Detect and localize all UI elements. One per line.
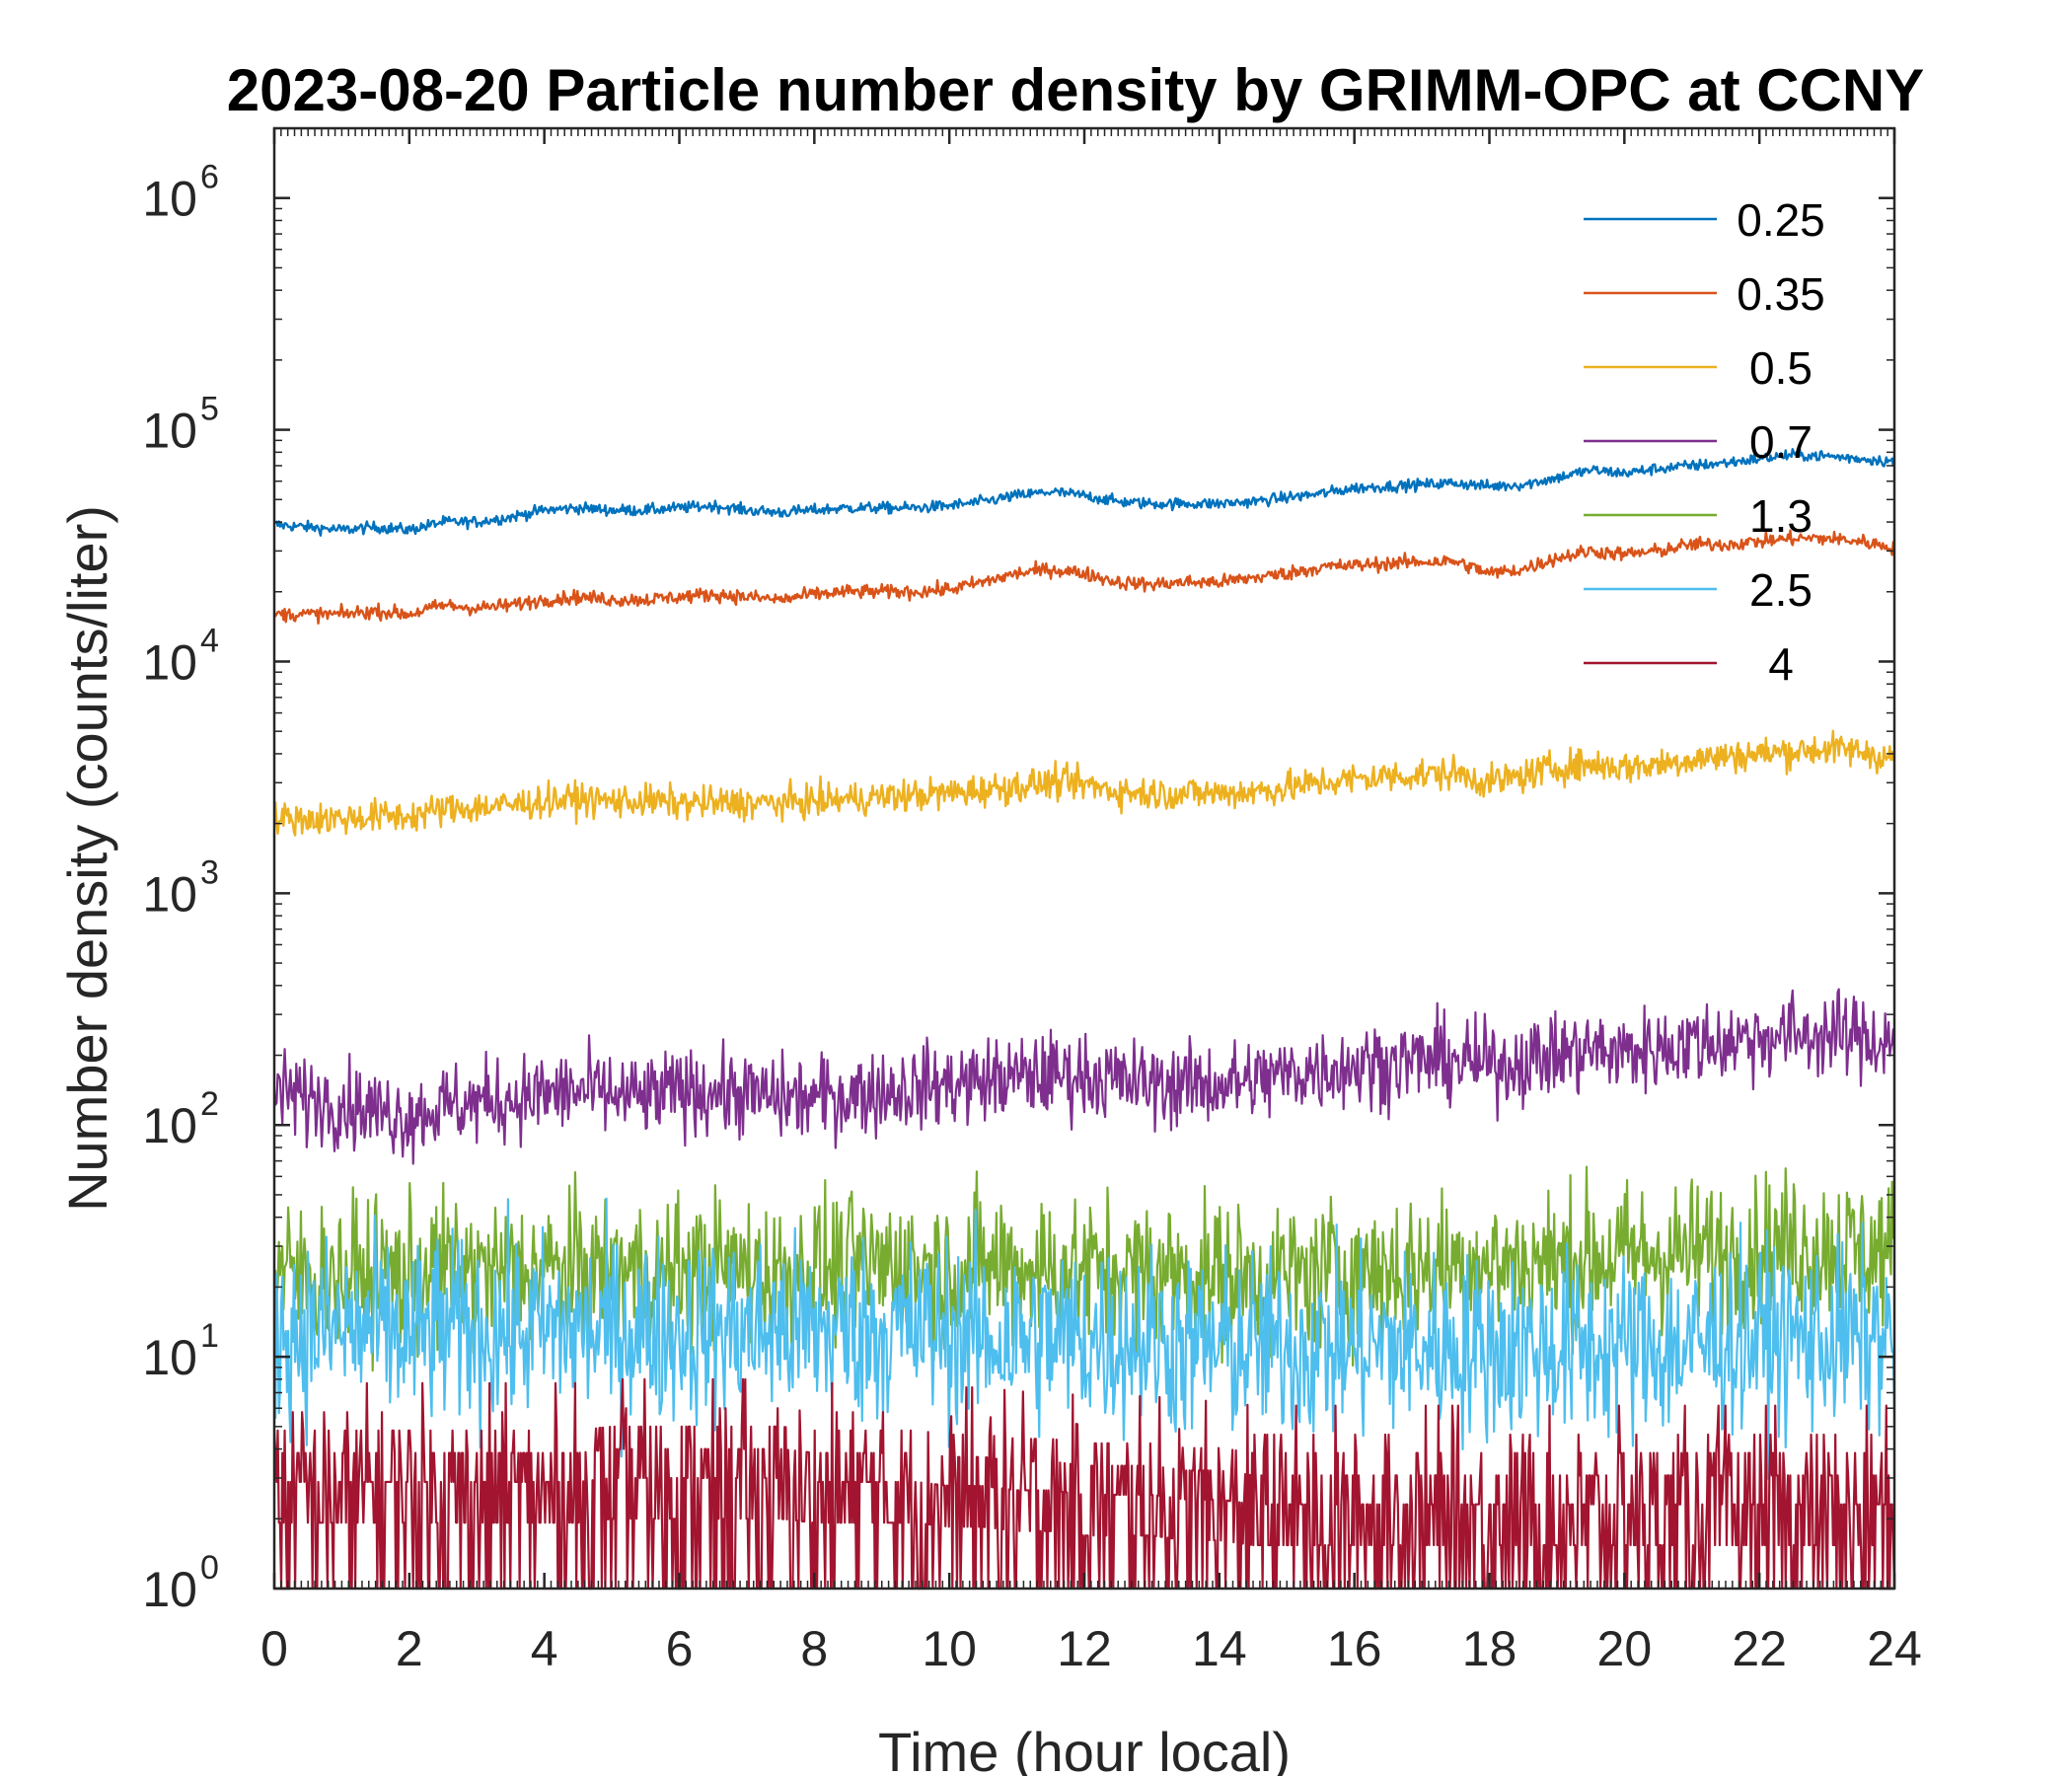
y-tick-label: 10 xyxy=(142,634,197,690)
legend-label-1-3: 1.3 xyxy=(1749,490,1813,542)
y-tick-label: 10 xyxy=(142,172,197,227)
series-line-2-5 xyxy=(272,1197,1896,1480)
x-tick-label: 0 xyxy=(260,1621,288,1676)
x-tick-label: 24 xyxy=(1867,1621,1922,1676)
series-line-0-25 xyxy=(273,446,1896,537)
y-tick-exponent: 6 xyxy=(200,159,219,196)
x-tick-label: 10 xyxy=(922,1621,977,1676)
x-tick-label: 20 xyxy=(1597,1621,1653,1676)
legend: 0.25 0.35 0.5 0.7 1.3 2.5 4 xyxy=(1584,194,1825,690)
legend-label-0-7: 0.7 xyxy=(1749,416,1813,468)
legend-label-0-35: 0.35 xyxy=(1737,268,1825,320)
y-tick-label: 10 xyxy=(142,866,197,922)
chart-title: 2023-08-20 Particle number density by GR… xyxy=(227,57,1925,123)
y-tick-label: 10 xyxy=(142,404,197,459)
y-axis-label: Number density (counts/liter) xyxy=(56,505,118,1212)
legend-label-0-5: 0.5 xyxy=(1749,342,1813,394)
series-line-0-5 xyxy=(272,729,1896,837)
x-axis: 0 2 4 6 8 10 12 14 16 18 20 22 24 xyxy=(260,128,1922,1676)
y-tick-exponent: 3 xyxy=(200,853,219,891)
legend-label-0-25: 0.25 xyxy=(1737,194,1825,246)
y-tick-exponent: 5 xyxy=(200,391,219,428)
x-tick-label: 8 xyxy=(800,1621,828,1676)
series-line-1-3 xyxy=(272,1165,1896,1372)
legend-label-2-5: 2.5 xyxy=(1749,564,1813,616)
x-tick-label: 14 xyxy=(1192,1621,1247,1676)
y-tick-exponent: 0 xyxy=(200,1549,219,1587)
x-tick-label: 2 xyxy=(396,1621,423,1676)
x-tick-label: 12 xyxy=(1057,1621,1112,1676)
x-tick-label: 4 xyxy=(531,1621,558,1676)
y-tick-exponent: 2 xyxy=(200,1085,219,1123)
y-tick-exponent: 1 xyxy=(200,1317,219,1355)
y-tick-label: 10 xyxy=(142,1562,197,1617)
series-layer xyxy=(272,446,1896,1591)
x-axis-label: Time (hour local) xyxy=(878,1721,1291,1776)
x-tick-label: 18 xyxy=(1462,1621,1517,1676)
x-tick-label: 22 xyxy=(1732,1621,1787,1676)
series-line-0-35 xyxy=(272,529,1896,626)
y-tick-label: 10 xyxy=(142,1330,197,1385)
x-tick-label: 6 xyxy=(666,1621,694,1676)
series-line-0-7 xyxy=(272,988,1896,1165)
x-tick-label: 16 xyxy=(1327,1621,1382,1676)
y-tick-label: 10 xyxy=(142,1098,197,1153)
y-tick-exponent: 4 xyxy=(200,622,219,659)
legend-label-4: 4 xyxy=(1768,638,1794,690)
